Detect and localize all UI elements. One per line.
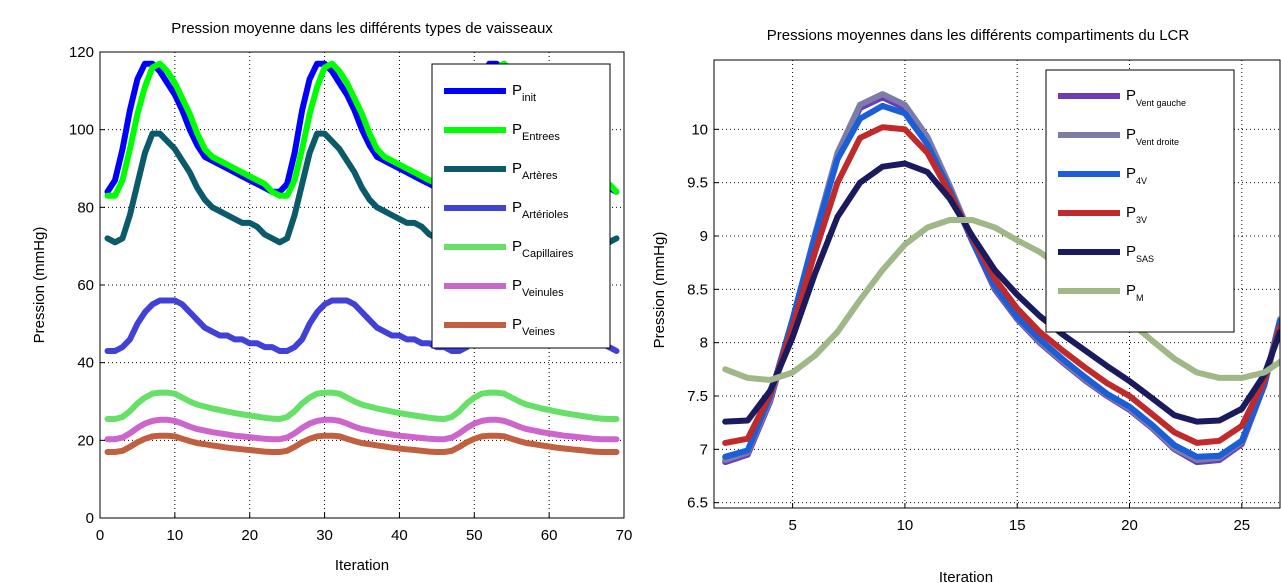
right-chart-axes-box <box>713 59 1281 509</box>
legend-label-4: PSAS <box>1126 243 1154 264</box>
left-chart: Pression moyenne dans les différents typ… <box>31 20 632 574</box>
legend-label-main: P <box>1126 243 1136 260</box>
x-tick-label: 70 <box>616 527 633 544</box>
legend-label-main: P <box>512 238 522 255</box>
legend-label-main: P <box>1126 126 1136 143</box>
right-chart-title: Pressions moyennes dans les différents c… <box>767 27 1190 44</box>
series-line-5 <box>722 217 1280 383</box>
legend-label-sub: Veinules <box>522 287 564 299</box>
y-tick-label: 7.5 <box>687 388 708 405</box>
series-line-5 <box>104 416 620 443</box>
series-line-4 <box>104 389 620 422</box>
legend-label-sub: Entrees <box>522 131 560 143</box>
x-tick-label: 10 <box>167 527 184 544</box>
x-tick-label: 30 <box>316 527 333 544</box>
legend-label-0: PVent gauche <box>1126 87 1186 108</box>
legend-label-sub: Vent droite <box>1136 137 1179 147</box>
legend-label-main: P <box>1126 204 1136 221</box>
left-chart-legend: PinitPEntreesPArtèresPArtériolesPCapilla… <box>431 63 611 349</box>
right-chart-x-label: Iteration <box>939 569 993 583</box>
series-line-3 <box>722 124 1280 446</box>
right-chart-series <box>722 91 1280 466</box>
legend-label-sub: SAS <box>1136 254 1154 264</box>
legend-label-sub: init <box>522 92 536 104</box>
x-tick-label: 15 <box>1009 517 1026 534</box>
legend-label-sub: Veines <box>522 326 556 338</box>
x-tick-label: 50 <box>466 527 483 544</box>
legend-label-main: P <box>512 316 522 333</box>
left-chart-x-label: Iteration <box>335 557 389 574</box>
legend-label-sub: Artérioles <box>522 209 569 221</box>
y-tick-label: 100 <box>69 122 94 139</box>
right-chart: Pressions moyennes dans les différents c… <box>651 27 1281 583</box>
y-tick-label: 9.5 <box>687 175 708 192</box>
legend-label-main: P <box>1126 282 1136 299</box>
legend-label-3: PArtérioles <box>512 199 569 221</box>
x-tick-label: 60 <box>541 527 558 544</box>
y-tick-label: 9 <box>700 228 708 245</box>
left-chart-ticks: 0 10 20 30 40 50 60 70 0 20 40 60 80 100 120 <box>69 44 632 544</box>
legend-label-main: P <box>1126 165 1136 182</box>
series-line-2 <box>722 102 1280 460</box>
legend-label-2: P4V <box>1126 165 1147 186</box>
legend-label-1: PEntrees <box>512 121 560 143</box>
legend-label-6: PVeines <box>512 316 556 338</box>
legend-label-sub: 3V <box>1136 215 1147 225</box>
y-tick-label: 10 <box>691 121 708 138</box>
legend-label-main: P <box>512 277 522 294</box>
legend-label-sub: Capillaires <box>522 248 574 260</box>
x-tick-label: 40 <box>391 527 408 544</box>
x-tick-label: 25 <box>1233 517 1250 534</box>
x-tick-label: 5 <box>788 517 796 534</box>
x-tick-label: 10 <box>897 517 914 534</box>
y-tick-label: 60 <box>77 277 94 294</box>
legend-label-sub: 4V <box>1136 176 1147 186</box>
x-tick-label: 20 <box>241 527 258 544</box>
left-chart-y-label: Pression (mmHg) <box>31 227 48 344</box>
y-tick-label: 20 <box>77 432 94 449</box>
y-tick-label: 7 <box>700 441 708 458</box>
series-line-6 <box>104 432 620 455</box>
legend-label-main: P <box>512 121 522 138</box>
legend-label-main: P <box>512 82 522 99</box>
legend-label-3: P3V <box>1126 204 1147 225</box>
legend-label-1: PVent droite <box>1126 126 1179 147</box>
legend-label-2: PArtères <box>512 160 558 182</box>
legend-label-main: P <box>512 160 522 177</box>
y-tick-label: 8.5 <box>687 281 708 298</box>
legend-label-0: Pinit <box>512 82 536 104</box>
right-chart-y-label: Pression (mmHg) <box>651 232 668 349</box>
y-tick-label: 40 <box>77 355 94 372</box>
legend-label-main: P <box>1126 87 1136 104</box>
left-chart-title: Pression moyenne dans les différents typ… <box>171 20 553 37</box>
y-tick-label: 0 <box>86 510 94 527</box>
right-chart-ticks: 5 10 15 20 25 6.5 7 7.5 8 8.5 9 9.5 10 <box>687 121 1250 534</box>
y-tick-label: 80 <box>77 199 94 216</box>
legend-label-sub: Artères <box>522 170 558 182</box>
legend-label-sub: Vent gauche <box>1136 98 1186 108</box>
legend-label-sub: M <box>1136 293 1144 303</box>
x-tick-label: 0 <box>96 527 104 544</box>
legend-label-5: PVeinules <box>512 277 564 299</box>
legend-label-4: PCapillaires <box>512 238 574 260</box>
series-line-4 <box>722 160 1280 425</box>
x-tick-label: 20 <box>1121 517 1138 534</box>
legend-label-main: P <box>512 199 522 216</box>
y-tick-label: 8 <box>700 335 708 352</box>
legend-label-5: PM <box>1126 282 1144 303</box>
y-tick-label: 120 <box>69 44 94 61</box>
y-tick-label: 6.5 <box>687 495 708 512</box>
